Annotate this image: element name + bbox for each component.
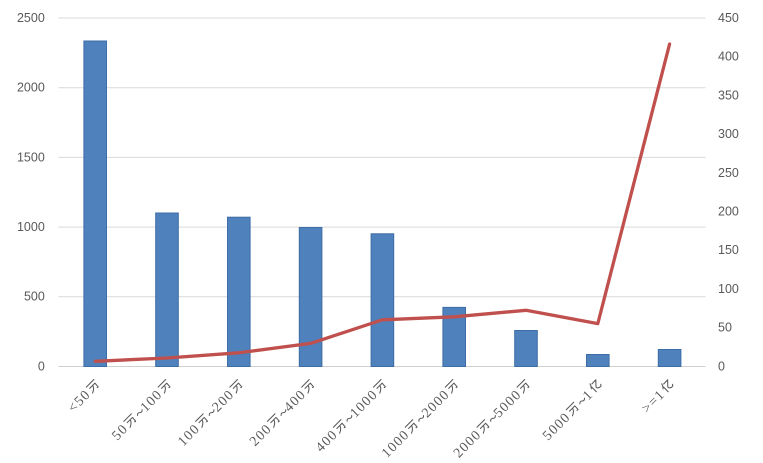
svg-text:300: 300: [718, 127, 739, 141]
svg-text:450: 450: [718, 11, 739, 25]
svg-text:350: 350: [718, 88, 739, 102]
svg-text:1500: 1500: [17, 150, 45, 164]
svg-text:150: 150: [718, 243, 739, 257]
svg-text:400: 400: [718, 50, 739, 64]
svg-text:1000: 1000: [17, 220, 45, 234]
svg-text:2000: 2000: [17, 81, 45, 95]
svg-text:100: 100: [718, 282, 739, 296]
svg-text:250: 250: [718, 166, 739, 180]
svg-text:500: 500: [24, 290, 45, 304]
svg-text:50: 50: [718, 321, 732, 335]
svg-text:200: 200: [718, 205, 739, 219]
svg-text:0: 0: [38, 359, 45, 373]
svg-text:0: 0: [718, 359, 725, 373]
svg-text:2500: 2500: [17, 11, 45, 25]
